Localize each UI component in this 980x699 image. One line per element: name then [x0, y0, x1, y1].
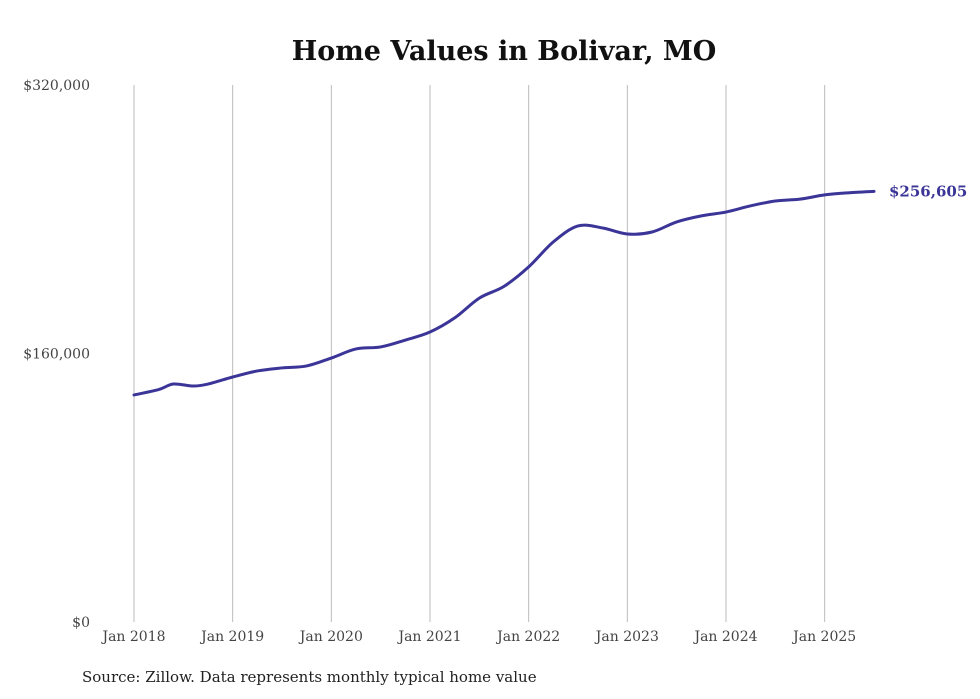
series-line [132, 189, 876, 397]
y-tick-label: $0 [72, 615, 90, 631]
x-tick-label: Jan 2021 [396, 629, 461, 645]
x-tick-label: Jan 2018 [100, 629, 165, 645]
x-tick-label: Jan 2019 [199, 629, 264, 645]
x-tick-label: Jan 2024 [692, 629, 757, 645]
x-tick-label: Jan 2020 [298, 629, 363, 645]
x-tick-label: Jan 2023 [594, 629, 659, 645]
y-tick-label: $320,000 [23, 78, 90, 94]
end-value-label: $256,605 [889, 182, 967, 200]
x-tick-label: Jan 2022 [495, 629, 560, 645]
chart-title: Home Values in Bolivar, MO [292, 36, 717, 67]
x-tick-label: Jan 2025 [791, 629, 856, 645]
y-tick-label: $160,000 [23, 347, 90, 363]
source-note: Source: Zillow. Data represents monthly … [82, 668, 537, 686]
